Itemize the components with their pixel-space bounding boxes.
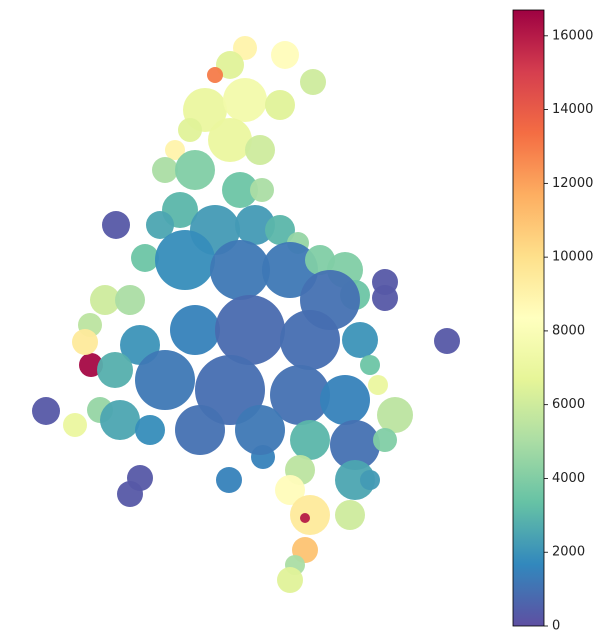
map-region (280, 310, 340, 370)
map-region (131, 244, 159, 272)
map-region (223, 78, 267, 122)
map-region (300, 69, 326, 95)
map-region (216, 467, 242, 493)
map-region (250, 178, 274, 202)
map-region (135, 415, 165, 445)
map-region (175, 405, 225, 455)
map-region (235, 405, 285, 455)
map-region (32, 397, 60, 425)
map-region (215, 295, 285, 365)
map-region (146, 211, 174, 239)
map-region (271, 41, 299, 69)
map-region (368, 375, 388, 395)
map-region (152, 157, 178, 183)
map-region (175, 150, 215, 190)
map-region (216, 51, 244, 79)
map-region (233, 36, 257, 60)
colorbar-tick-label: 0 (552, 619, 560, 634)
map-region (372, 285, 398, 311)
map-region (290, 420, 330, 460)
map-region (265, 215, 295, 245)
colorbar-tick-label: 12000 (552, 176, 593, 191)
map-region (330, 420, 380, 470)
map-region (165, 140, 185, 160)
map-region (155, 230, 215, 290)
map-region (373, 428, 397, 452)
map-region (102, 211, 130, 239)
map-region (115, 285, 145, 315)
map-region (90, 285, 120, 315)
map-region (277, 567, 303, 593)
map-region (208, 118, 252, 162)
map-region (360, 470, 380, 490)
map-region (117, 481, 143, 507)
colorbar-tick-label: 8000 (552, 323, 585, 338)
map-region (72, 329, 98, 355)
map-region (275, 475, 305, 505)
map-region (222, 172, 258, 208)
map-region (210, 240, 270, 300)
map-region (63, 413, 87, 437)
map-region (335, 500, 365, 530)
map-region (335, 460, 375, 500)
map-regions (32, 36, 460, 593)
map-region (178, 118, 202, 142)
colorbar-tick-label: 10000 (552, 250, 593, 265)
map-region (170, 305, 220, 355)
map-region (434, 328, 460, 354)
map-region (290, 495, 330, 535)
map-region (377, 397, 413, 433)
map-region (135, 350, 195, 410)
map-region (320, 375, 370, 425)
map-region (342, 322, 378, 358)
colorbar-tick-label: 4000 (552, 471, 585, 486)
map-region (265, 90, 295, 120)
colorbar-tick-label: 2000 (552, 545, 585, 560)
map-region (360, 355, 380, 375)
map-region (97, 352, 133, 388)
colorbar-tick-label: 14000 (552, 102, 593, 117)
map-region (235, 205, 275, 245)
map-region (79, 353, 103, 377)
map-region (270, 365, 330, 425)
colorbar-tick-label: 6000 (552, 397, 585, 412)
map-region (300, 513, 310, 523)
map-region (262, 242, 318, 298)
map-region (245, 135, 275, 165)
map-region (207, 67, 223, 83)
colorbar (512, 9, 545, 627)
map-region (100, 400, 140, 440)
colorbar-tick-label: 16000 (552, 28, 593, 43)
map-region (195, 355, 265, 425)
